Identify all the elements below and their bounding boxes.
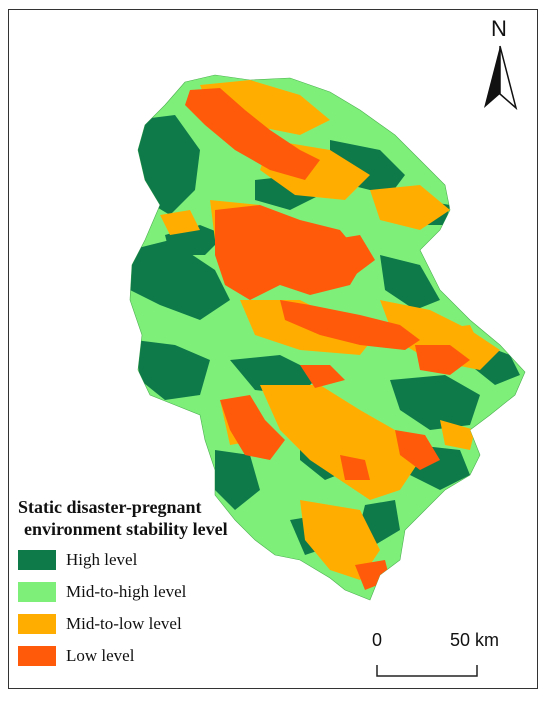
low-level-zones <box>185 88 470 590</box>
legend-label-low: Low level <box>66 646 135 665</box>
scale-start-label: 0 <box>372 630 383 650</box>
legend-swatch-mid-to-low <box>18 614 56 634</box>
legend-label-high: High level <box>66 550 138 569</box>
legend-item-high: High level <box>18 548 298 572</box>
map-legend: Static disaster-pregnant environment sta… <box>18 496 298 676</box>
north-arrow: N <box>474 16 524 116</box>
north-arrow-icon <box>484 45 518 111</box>
legend-item-mid-to-high: Mid-to-high level <box>18 580 298 604</box>
scale-bar: 0 50 km <box>370 630 530 680</box>
legend-swatch-high <box>18 550 56 570</box>
high-level-zones <box>130 115 520 555</box>
legend-title: Static disaster-pregnant environment sta… <box>18 496 298 540</box>
legend-swatch-low <box>18 646 56 666</box>
scale-bar-line <box>376 665 478 677</box>
legend-title-line1: Static disaster-pregnant <box>18 497 202 517</box>
legend-swatch-mid-to-high <box>18 582 56 602</box>
legend-item-low: Low level <box>18 644 298 668</box>
north-label: N <box>491 16 507 41</box>
legend-item-mid-to-low: Mid-to-low level <box>18 612 298 636</box>
scale-end-label: 50 km <box>450 630 500 650</box>
legend-title-line2: environment stability level <box>24 519 228 539</box>
legend-label-mid-to-low: Mid-to-low level <box>66 614 182 633</box>
legend-label-mid-to-high: Mid-to-high level <box>66 582 187 601</box>
